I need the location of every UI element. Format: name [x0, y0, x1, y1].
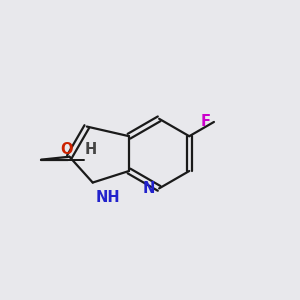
Text: H: H — [84, 142, 97, 157]
Text: NH: NH — [96, 190, 120, 205]
Text: F: F — [201, 114, 211, 129]
Text: O: O — [60, 142, 73, 157]
Text: N: N — [143, 181, 155, 196]
